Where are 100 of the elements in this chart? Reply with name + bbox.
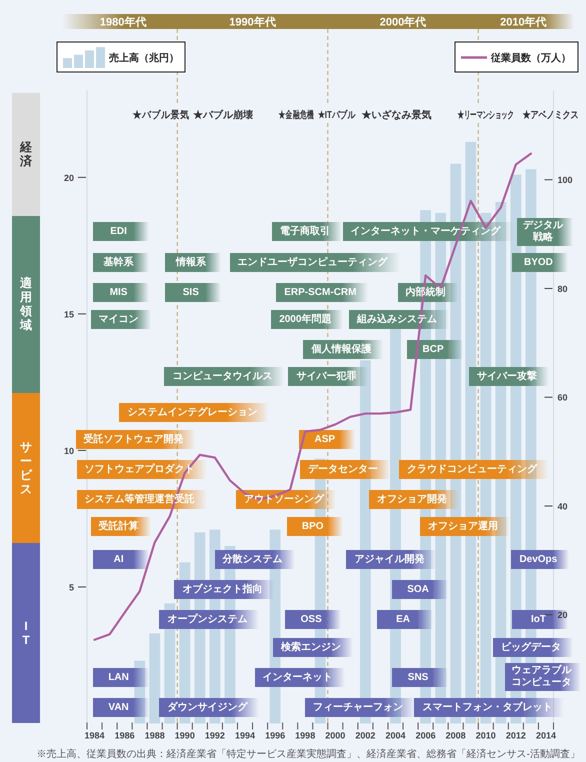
x-tick-label: 1996 bbox=[265, 730, 286, 740]
annotation: システムインテグレーション bbox=[127, 406, 258, 418]
label-box: OSS bbox=[285, 610, 342, 630]
annotation: 検索エンジン bbox=[281, 642, 342, 653]
label-box: コンピュータウイルス bbox=[164, 367, 284, 386]
annotation: スマートフォン・タブレット bbox=[422, 702, 552, 713]
annotation: EDI bbox=[110, 226, 127, 238]
annotation: ERP-SCM-CRM bbox=[284, 286, 356, 298]
label-box: スマートフォン・タブレット bbox=[414, 698, 564, 717]
x-tick-label: 2004 bbox=[385, 730, 406, 740]
label-box: MIS bbox=[92, 282, 149, 302]
annotation: MIS bbox=[110, 286, 128, 298]
x-tick-label: 2008 bbox=[446, 730, 466, 740]
legend: 従業員数（万人） bbox=[454, 42, 578, 72]
annotation: オブジェクト指向 bbox=[182, 584, 262, 596]
y2-tick-label: 20 bbox=[558, 610, 568, 620]
x-tick-label: 1992 bbox=[204, 730, 225, 740]
label-box: アジャイル開発 bbox=[346, 550, 436, 570]
annotation: ★リーマンショック bbox=[456, 108, 514, 120]
y-tick-label: 5 bbox=[68, 582, 74, 592]
annotation: サイバー攻撃 bbox=[476, 371, 537, 382]
annotation: 基幹系 bbox=[104, 256, 134, 268]
label-box: BCP bbox=[407, 340, 464, 359]
x-tick-label: 1990 bbox=[174, 730, 195, 740]
annotation: EA bbox=[396, 614, 410, 626]
label-box: 受託ソフトウェア開発 bbox=[76, 430, 196, 450]
label-box: 2000年問題 bbox=[271, 310, 344, 329]
x-tick-label: 1986 bbox=[114, 730, 135, 740]
text: 1980年代 bbox=[100, 16, 146, 28]
annotation: フィーチャーフォン bbox=[312, 702, 403, 713]
x-tick-label: 1988 bbox=[144, 730, 165, 740]
annotation: IoT bbox=[530, 614, 546, 626]
annotation: インターネット・マーケティング bbox=[350, 226, 501, 238]
label-box: SIS bbox=[164, 282, 221, 302]
annotation: 組み込みシステム bbox=[356, 314, 437, 325]
annotation: ビッグデータ bbox=[500, 642, 561, 653]
legend-label: 従業員数（万人） bbox=[490, 52, 571, 64]
annotation: オープンシステム bbox=[167, 614, 248, 626]
y2-tick-label: 60 bbox=[558, 392, 568, 403]
annotation: コンピュータウイルス bbox=[172, 371, 272, 382]
label-box: ウェアラブルコンピュータ bbox=[505, 663, 582, 692]
annotation: BCP bbox=[422, 344, 444, 355]
annotation: 2000年問題 bbox=[279, 314, 332, 325]
label-box: ソフトウェアプロダクト bbox=[76, 460, 207, 480]
annotation: 個人情報保護 bbox=[311, 344, 372, 355]
label-box: オフショア運用 bbox=[420, 517, 510, 536]
text: IT bbox=[22, 619, 30, 648]
annotation: SIS bbox=[182, 286, 199, 298]
annotation: オフショア運用 bbox=[428, 521, 498, 532]
label-box: フィーチャーフォン bbox=[304, 698, 415, 717]
x-tick-label: 1994 bbox=[234, 730, 256, 740]
label-box: ビッグデータ bbox=[492, 638, 573, 657]
y-tick-label: 20 bbox=[64, 172, 74, 183]
label-box: ERP-SCM-CRM bbox=[276, 282, 368, 302]
label-box: マイコン bbox=[90, 310, 151, 329]
annotation: オフショア開発 bbox=[377, 494, 448, 506]
label-box: BYOD bbox=[512, 252, 568, 272]
annotation: OSS bbox=[300, 614, 322, 626]
label-box: 検索エンジン bbox=[273, 638, 354, 657]
label-box: BPO bbox=[286, 517, 343, 536]
label-box: 組み込みシステム bbox=[348, 310, 449, 329]
annotation: BPO bbox=[302, 521, 324, 532]
label-box: エンドユーザコンピューティング bbox=[230, 252, 400, 272]
text: 経済 bbox=[20, 140, 32, 168]
x-tick-label: 2010 bbox=[476, 730, 496, 740]
label-box: VAN bbox=[92, 698, 149, 717]
annotation: BYOD bbox=[524, 256, 553, 268]
y2-tick-label: 100 bbox=[558, 175, 573, 186]
label-box: サイバー攻撃 bbox=[468, 367, 549, 386]
label-box: オフショア開発 bbox=[369, 490, 460, 510]
annotation: 受託ソフトウェア開発 bbox=[84, 434, 184, 446]
label-box: 受託計算 bbox=[90, 517, 151, 536]
label-box: 個人情報保護 bbox=[303, 340, 384, 359]
label-box: 基幹系 bbox=[92, 252, 149, 272]
label-box: サイバー犯罪 bbox=[288, 367, 368, 386]
label-box: システム等管理運営受託 bbox=[76, 490, 207, 510]
annotation: ★金融危機 bbox=[278, 108, 314, 120]
label-box: クラウドコンピューティング bbox=[399, 460, 550, 480]
x-tick-label: 2006 bbox=[416, 730, 436, 740]
legend: 売上高（兆円） bbox=[56, 42, 186, 72]
annotation: SOA bbox=[407, 584, 429, 596]
y-tick-label: 10 bbox=[64, 446, 74, 456]
text: 2010年代 bbox=[500, 16, 547, 28]
annotation: デジタル戦略 bbox=[522, 220, 563, 243]
x-tick-label: 2002 bbox=[355, 730, 376, 740]
x-tick-label: 2014 bbox=[536, 730, 556, 740]
text: 1990年代 bbox=[229, 16, 276, 28]
annotation: ★アベノミクス bbox=[522, 109, 579, 120]
x-tick-label: 2012 bbox=[506, 730, 526, 740]
x-tick-label: 1984 bbox=[84, 730, 105, 740]
label-box: オブジェクト指向 bbox=[174, 580, 274, 600]
annotation: データセンター bbox=[308, 464, 378, 476]
text: ※売上高、従業員数の出典：経済産業省「特定サービス産業実態調査」、経済産業省、総務省「経済センサス-活動調査」 bbox=[36, 748, 580, 760]
legend-label: 売上高（兆円） bbox=[109, 52, 179, 64]
x-tick-label: 2000 bbox=[325, 730, 346, 740]
annotation: ★バブル景気 bbox=[132, 108, 190, 122]
label-box: ASP bbox=[298, 430, 355, 450]
annotation: インターネット bbox=[262, 672, 333, 683]
annotation: SNS bbox=[408, 672, 428, 683]
annotation: 情報系 bbox=[176, 256, 206, 268]
